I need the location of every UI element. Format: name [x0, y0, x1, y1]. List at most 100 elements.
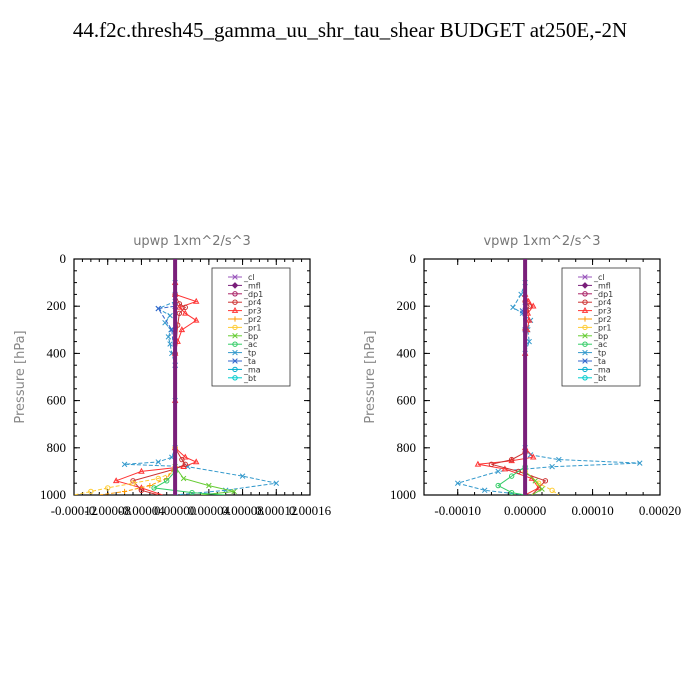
data-point [182, 453, 189, 460]
data-point [130, 480, 136, 486]
legend-marker [232, 299, 238, 305]
data-point [88, 488, 94, 495]
y-axis-label: Pressure [hPa] [363, 330, 378, 423]
data-point [488, 461, 495, 468]
data-point [112, 477, 120, 484]
y-tick-label: 1000 [40, 487, 66, 502]
data-point [189, 489, 195, 495]
series-layer [74, 259, 280, 495]
data-point [529, 302, 537, 309]
legend-marker [582, 375, 588, 381]
y-tick-label: 0 [60, 251, 67, 266]
y-tick-label: 800 [47, 440, 67, 455]
data-point [556, 456, 562, 463]
legend-marker [581, 306, 589, 313]
panel-title: upwp 1xm^2/s^3 [133, 234, 251, 249]
data-point [168, 327, 174, 333]
data-point [273, 480, 280, 486]
data-point [155, 475, 161, 482]
data-point [542, 478, 549, 484]
x-tick-label: -0.00008 [84, 503, 131, 518]
x-tick-label: 0.00008 [221, 503, 263, 518]
y-tick-label: 800 [397, 440, 417, 455]
legend-label: _ma [593, 365, 611, 374]
series-line-bp [524, 259, 543, 495]
y-tick-label: 200 [47, 298, 67, 313]
x-tick-label: 0.00012 [255, 503, 297, 518]
legend-marker [582, 316, 588, 322]
legend-marker [582, 291, 588, 297]
data-point [206, 482, 212, 489]
legend-marker [582, 333, 588, 339]
x-tick-label: -0.00012 [51, 503, 98, 518]
legend-label: _dp1 [243, 290, 263, 299]
legend-label: _pr2 [593, 315, 611, 324]
data-point [637, 460, 643, 466]
legend-label: _ac [593, 340, 607, 349]
data-point [130, 478, 136, 484]
legend-label: _pr1 [243, 323, 261, 332]
data-point [178, 326, 186, 333]
data-point [165, 334, 172, 340]
data-point [529, 453, 537, 460]
series-line-pr2 [99, 259, 176, 495]
data-point [155, 459, 162, 465]
legend-marker [582, 324, 588, 331]
legend-label: _bp [243, 332, 258, 341]
data-point [182, 304, 188, 311]
data-point [192, 458, 200, 465]
data-point [515, 468, 522, 475]
y-axis-label: Pressure [hPa] [13, 330, 28, 423]
chart-panel-1: vpwp 1xm^2/s^3 Pressure [hPa] 0 200 400 600 80… [363, 234, 681, 518]
legend-marker [582, 299, 588, 305]
legend-marker [581, 282, 589, 289]
legend-label: _pr3 [593, 307, 611, 316]
x-tick-label: -0.00010 [434, 503, 481, 518]
data-point [167, 312, 173, 319]
data-point [231, 488, 237, 495]
legend-label: _ta [593, 357, 606, 366]
legend-marker [232, 366, 238, 373]
data-point [481, 487, 488, 494]
data-point [532, 478, 539, 484]
data-point [180, 475, 187, 482]
legend-label: _ta [243, 357, 256, 366]
x-tick-label: 0.00000 [504, 503, 546, 518]
legend-label: _ma [243, 365, 261, 374]
data-point [508, 489, 515, 495]
legend-label: _pr1 [593, 323, 611, 332]
y-tick-label: 0 [410, 251, 417, 266]
legend-label: _dp1 [593, 290, 613, 299]
legend-marker [232, 316, 238, 322]
series-line-tp [455, 259, 640, 495]
legend-marker [231, 282, 239, 289]
legend-label: _mfl [593, 281, 611, 290]
legend-label: _cl [593, 273, 605, 282]
x-tick-label: 0.00020 [639, 503, 681, 518]
y-tick-label: 400 [397, 345, 417, 360]
data-point [539, 486, 545, 492]
legend-marker [232, 291, 238, 297]
legend-label: _pr3 [243, 307, 261, 316]
series-layer [454, 259, 643, 495]
legend-marker [232, 375, 238, 381]
data-point [182, 309, 189, 316]
legend-label: _bt [593, 374, 606, 383]
data-point [105, 485, 111, 491]
legend-box [211, 267, 291, 387]
series-line-pr1 [524, 259, 560, 495]
legend-marker [231, 306, 239, 313]
x-tick-label: 0.00016 [289, 503, 332, 518]
legend-marker [232, 349, 238, 356]
data-point [182, 461, 188, 468]
data-point [192, 297, 200, 304]
data-point [526, 338, 532, 345]
chart-panel-0: upwp 1xm^2/s^3 Pressure [hPa] 0 200 400 600 80… [13, 234, 332, 518]
legend-marker [582, 366, 588, 373]
legend-marker [582, 274, 588, 280]
y-tick-label: 400 [47, 345, 67, 360]
legend-marker [582, 349, 588, 356]
data-point [179, 456, 185, 463]
legend-label: _tp [593, 349, 606, 358]
legend-marker [582, 358, 588, 364]
